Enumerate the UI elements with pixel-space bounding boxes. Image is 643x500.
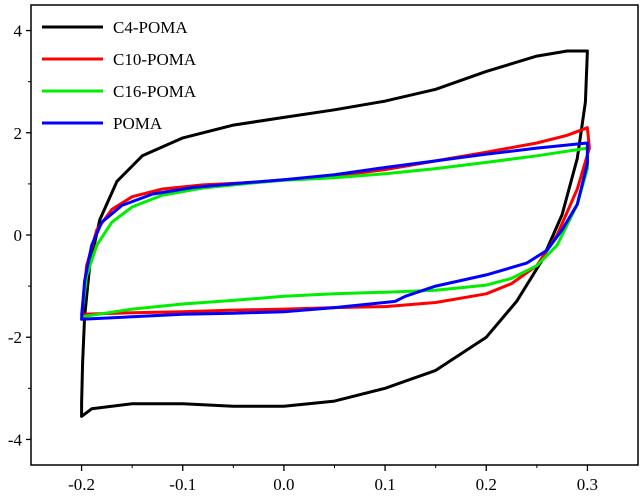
y-tick-label: -4	[8, 430, 23, 449]
y-tick-label: -2	[8, 328, 22, 347]
series-line-3	[80, 141, 589, 321]
legend-label-1: C10-POMA	[113, 50, 197, 69]
x-tick-label: 0.2	[476, 475, 497, 494]
x-tick-label: 0.3	[577, 475, 598, 494]
y-tick-label: 4	[14, 22, 23, 41]
legend-label-0: C4-POMA	[113, 18, 188, 37]
y-tick-label: 2	[14, 124, 23, 143]
series-line-0	[80, 49, 589, 418]
legend-label-2: C16-POMA	[113, 82, 197, 101]
legend: C4-POMA C10-POMA C16-POMA POMA	[42, 18, 197, 133]
legend-label-3: POMA	[113, 114, 163, 133]
x-tick-label: -0.2	[68, 475, 95, 494]
axis-layer: -0.2 -0.1 0.0 0.1 0.2 0.3 -4 -2 0 2 4	[8, 22, 598, 494]
x-tick-label: -0.1	[169, 475, 196, 494]
x-tick-label: 0.1	[374, 475, 395, 494]
x-tick-label: 0.0	[273, 475, 294, 494]
y-tick-label: 0	[14, 226, 23, 245]
plot-frame	[30, 4, 639, 466]
series-line-1	[80, 126, 591, 316]
series-layer	[80, 49, 591, 418]
